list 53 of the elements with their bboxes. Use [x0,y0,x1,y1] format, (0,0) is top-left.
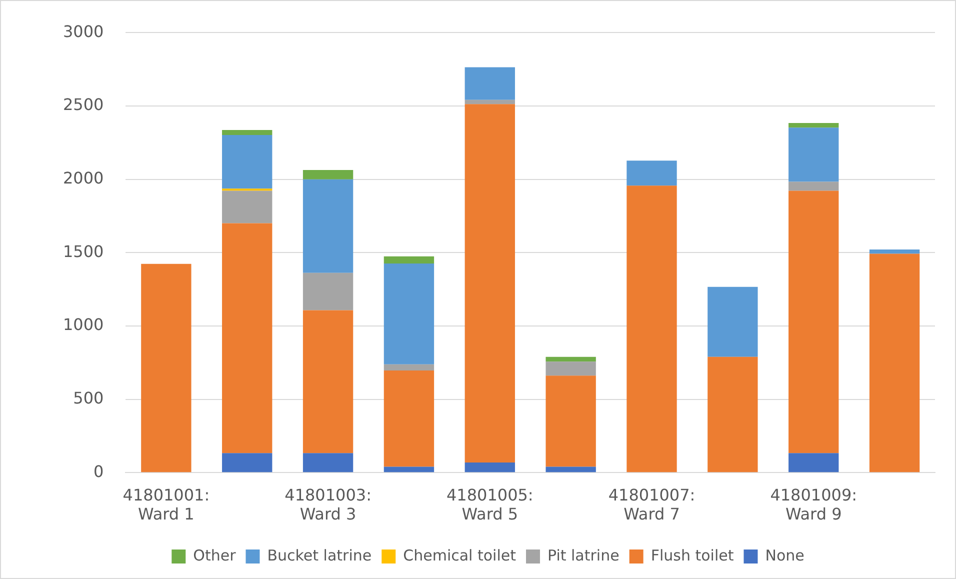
bar [788,190,839,454]
x-tick-label: 41801009: Ward 9 [770,485,858,524]
bar [222,223,272,454]
bar [626,160,677,186]
y-tick-label: 2500 [63,95,104,114]
bar [546,356,596,362]
bar [384,466,434,472]
bar [222,190,272,224]
bar [222,453,272,472]
bar [788,122,839,128]
bar [464,462,515,472]
bar [626,186,677,472]
bar [384,364,434,371]
legend-label: Pit latrine [547,546,620,564]
bar [788,453,839,472]
bar [302,170,354,180]
bar [708,286,758,357]
x-tick-label: 41801003: Ward 3 [284,485,372,524]
bar [384,370,434,467]
bar [464,67,515,100]
bar [546,362,596,376]
y-tick-label: 2000 [63,168,104,188]
bar [384,263,434,364]
bar [546,466,596,472]
y-tick-label: 3000 [63,22,104,41]
bar [222,134,272,189]
bar [464,100,515,104]
bar [222,130,272,135]
y-tick-label: 0 [94,462,104,481]
bar [869,254,920,472]
bar [788,128,839,182]
y-tick-label: 1000 [63,315,104,334]
bar [788,182,839,191]
bar [302,453,354,472]
legend-label: Other [193,546,237,564]
legend-label: Bucket latrine [267,546,372,564]
bar [464,104,515,462]
bar [141,264,192,472]
bar [869,250,920,254]
y-tick-label: 500 [73,388,104,408]
legend-label: Chemical toilet [403,546,516,564]
x-tick-label: 41801005: Ward 5 [446,485,534,524]
bar [302,179,354,273]
y-tick-label: 1500 [63,242,104,261]
legend-label: None [765,546,804,564]
bar [302,272,354,310]
x-tick-label: 41801007: Ward 7 [608,485,696,524]
bar [546,376,596,467]
bar [708,356,758,472]
bar [384,256,434,264]
legend-label: Flush toilet [650,546,734,564]
bar [302,310,354,454]
x-tick-label: 41801001: Ward 1 [122,485,210,524]
